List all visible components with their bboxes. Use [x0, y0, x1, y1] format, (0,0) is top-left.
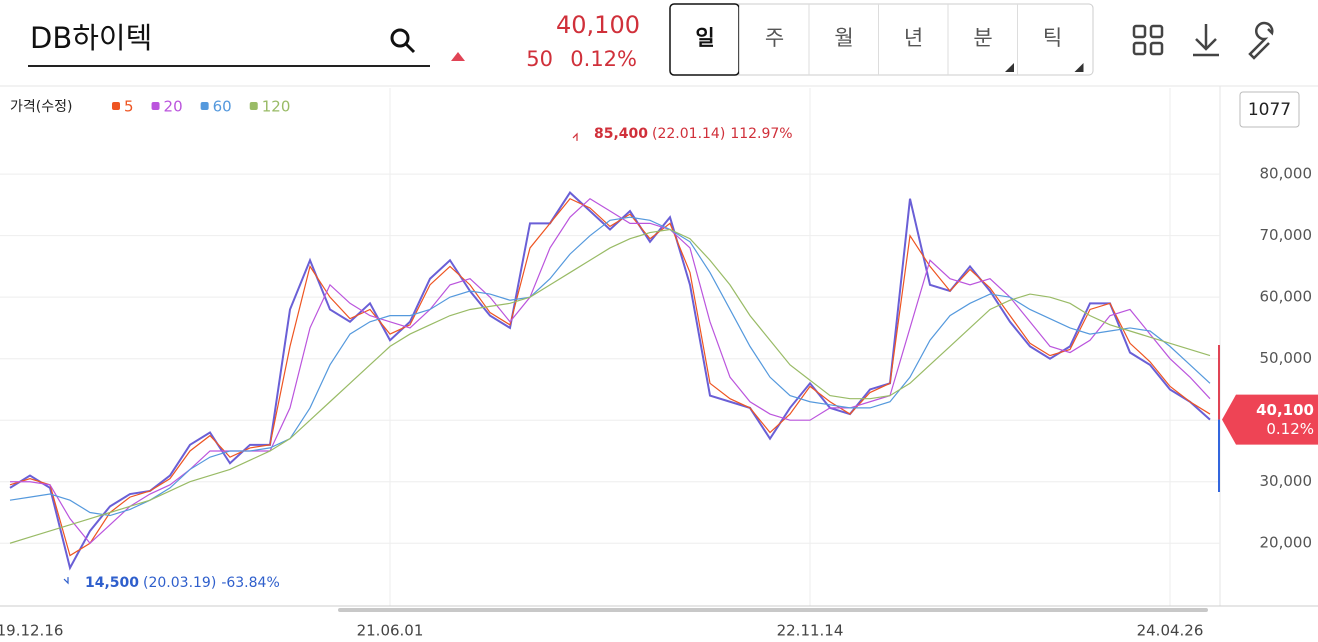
- x-tick-label: 24.04.26: [1137, 622, 1204, 640]
- current-price: 40,100: [556, 11, 640, 39]
- price-change: 50: [526, 47, 553, 71]
- up-arrow: [451, 52, 465, 61]
- count-box[interactable]: [1239, 91, 1300, 128]
- tab[interactable]: 주: [765, 26, 784, 50]
- annotation-price: 85,400: [594, 126, 648, 142]
- legend-swatch: [112, 102, 120, 110]
- legend-swatch: [200, 102, 209, 110]
- price-tag: [1222, 394, 1318, 445]
- annotation-change: -63.84%: [221, 575, 279, 591]
- tab[interactable]: 년: [904, 26, 923, 50]
- price-change-pct: 0.12%: [570, 47, 637, 71]
- x-tick-label: 21.06.01: [357, 622, 424, 640]
- stock-name[interactable]: DB하이텍: [30, 21, 152, 55]
- y-tick-label: 30,000: [1260, 472, 1313, 490]
- legend-label: 20: [164, 98, 183, 116]
- layout-icon[interactable]: [1132, 24, 1164, 56]
- price-tag-change: 0.12%: [1266, 420, 1314, 438]
- legend-swatch: [151, 102, 160, 110]
- legend-label: 5: [124, 98, 134, 116]
- ma-line: [9, 197, 1211, 557]
- ma-line: [10, 197, 1211, 545]
- legend-label: 120: [262, 98, 291, 116]
- annotation-arrow: [572, 132, 578, 141]
- annotation-arrow: [63, 577, 69, 585]
- ma-line: [9, 216, 1211, 517]
- x-tick-label: 19.12.16: [0, 622, 63, 640]
- price-tag-value: 40,100: [1256, 401, 1314, 419]
- price-line: [9, 191, 1211, 571]
- tab[interactable]: 월: [834, 26, 853, 50]
- annotation-change: 112.97%: [730, 126, 792, 142]
- annotation-price: 14,500: [85, 575, 139, 591]
- ma-line: [9, 228, 1211, 544]
- settings-icon[interactable]: [1248, 21, 1274, 60]
- tab-corner: [1074, 63, 1084, 72]
- annotation-date: (20.03.19): [143, 575, 216, 591]
- legend-swatch: [249, 102, 258, 110]
- legend-price: 가격(수정): [10, 99, 72, 115]
- y-tick-label: 50,000: [1260, 349, 1313, 367]
- x-tick-label: 22.11.14: [777, 622, 844, 640]
- tab[interactable]: 틱: [1043, 26, 1062, 50]
- y-tick-label: 60,000: [1260, 288, 1313, 306]
- tab[interactable]: 분: [973, 26, 992, 50]
- y-tick-label: 70,000: [1260, 226, 1313, 244]
- y-tick-label: 80,000: [1260, 165, 1313, 183]
- search-icon[interactable]: [390, 28, 416, 54]
- legend-label: 60: [213, 98, 232, 116]
- scrollbar[interactable]: [338, 608, 1208, 612]
- tab-corner: [1005, 63, 1014, 72]
- plot: 20,00030,00040,00050,00060,00070,00080,0…: [0, 88, 1318, 640]
- count-text: 1077: [1248, 100, 1291, 120]
- download-icon[interactable]: [1193, 24, 1219, 57]
- annotation-date: (22.01.14): [652, 126, 725, 142]
- y-tick-label: 20,000: [1260, 534, 1313, 552]
- tab[interactable]: 일: [695, 26, 714, 50]
